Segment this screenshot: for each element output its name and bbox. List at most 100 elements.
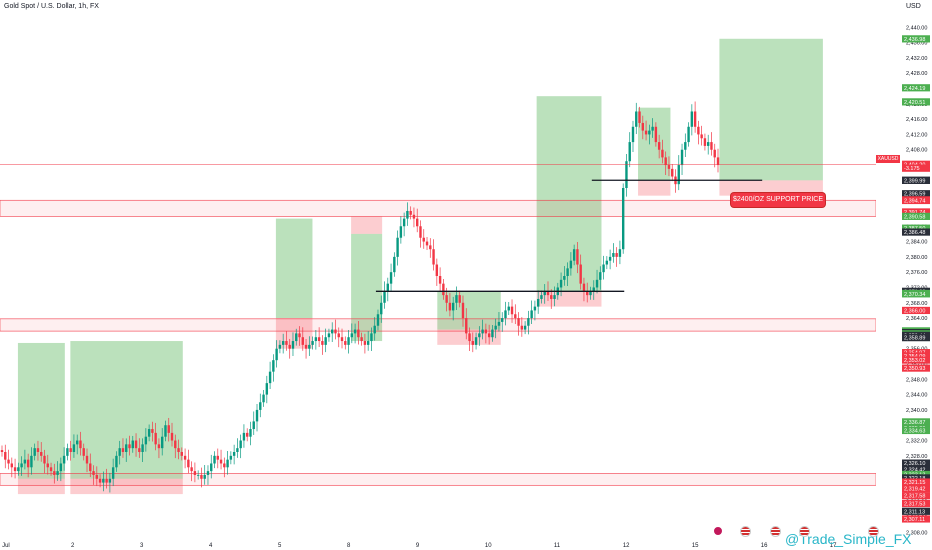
candle-body: [671, 168, 674, 177]
price-label-text: 2,370.34: [904, 292, 925, 298]
candle-body: [409, 210, 412, 215]
candle-body: [134, 440, 138, 449]
candle-body: [118, 448, 121, 456]
us-flag-icon[interactable]: [770, 526, 781, 537]
candle-body: [0, 450, 4, 452]
horizontal-band: [0, 318, 877, 332]
y-tick-label: 2,348.00: [906, 377, 927, 383]
candle-body: [26, 459, 30, 468]
candle-body: [30, 455, 33, 468]
us-flag-icon[interactable]: [868, 526, 879, 537]
price-label: 2,317.53: [902, 499, 930, 508]
candle-body: [582, 283, 586, 292]
candle-body: [713, 149, 716, 158]
price-label-bg: [902, 176, 930, 184]
us-flag-icon[interactable]: [799, 526, 810, 537]
us-flag-icon[interactable]: [740, 526, 751, 537]
candle-body: [262, 394, 265, 403]
price-label-bg: [902, 212, 930, 220]
candle-body: [344, 341, 347, 345]
price-label: 2,317.58: [902, 492, 930, 500]
candle-body: [363, 341, 367, 345]
candle-body: [23, 459, 27, 464]
candle-body: [317, 337, 321, 342]
candle-body: [229, 455, 233, 460]
candle-body: [425, 241, 429, 246]
price-label-bg: [902, 478, 930, 486]
price-label-bg: [902, 418, 930, 426]
candle-body: [550, 295, 553, 299]
price-label-bg: [902, 364, 930, 372]
candle-body: [389, 272, 393, 284]
price-label-text: 2,366.00: [904, 308, 925, 314]
price-label-text: 2,436.98: [904, 37, 925, 43]
price-label-text: 2,424.19: [904, 86, 925, 92]
candle-body: [451, 302, 455, 311]
candle-body: [357, 329, 360, 338]
candle-body: [298, 333, 301, 338]
candle-body: [497, 321, 501, 326]
target-zone: [275, 218, 313, 319]
candle-body: [102, 478, 105, 483]
candle-body: [219, 459, 223, 464]
support-annotation[interactable]: $2400/OZ SUPPORT PRICE: [731, 193, 825, 207]
candle-body: [353, 329, 357, 334]
candle-body: [138, 448, 141, 452]
price-label-bg: [902, 190, 930, 198]
event-icon-1[interactable]: [713, 526, 723, 536]
price-label-bg: [902, 492, 930, 500]
price-label: 2,334.63: [902, 426, 930, 434]
candle-body: [693, 111, 697, 127]
price-label: 2,353.02: [902, 356, 930, 364]
candle-body: [599, 272, 602, 280]
candle-body: [586, 291, 589, 296]
candle-body: [654, 126, 658, 143]
candle-body: [621, 188, 625, 250]
candle-body: [79, 440, 82, 449]
candle-body: [687, 126, 690, 143]
horizontal-band: [0, 473, 877, 486]
currency-label: USD: [906, 3, 921, 10]
candle-body: [644, 130, 648, 135]
candle-body: [608, 256, 612, 261]
price-label: 2,326.10: [902, 459, 930, 467]
candle-body: [350, 333, 354, 338]
price-label-text: 2,317.58: [904, 494, 925, 500]
price-label: 2,386.48: [902, 228, 930, 236]
candle-body: [301, 337, 304, 345]
candle-body: [259, 402, 262, 410]
price-label: 2,311.13: [902, 507, 930, 515]
price-label-bg: [902, 164, 930, 172]
candle-body: [53, 471, 56, 475]
candle-body: [514, 314, 517, 319]
candle-body: [455, 295, 458, 303]
candle-body: [501, 318, 504, 322]
candle-body: [595, 279, 599, 288]
candle-body: [295, 333, 298, 342]
price-label-text: 2,396.59: [904, 192, 925, 198]
candle-body: [605, 260, 609, 265]
stop-zone: [437, 329, 465, 345]
candle-body: [62, 455, 66, 464]
price-label-text: 2,386.48: [904, 230, 925, 236]
candle-body: [275, 348, 278, 361]
candle-body: [481, 329, 484, 334]
y-axis-panel: [876, 0, 932, 550]
price-label-bg: [902, 352, 930, 360]
candle-body: [278, 344, 282, 349]
candle-body: [422, 237, 425, 242]
candle-body: [347, 337, 350, 345]
candle-body: [98, 478, 102, 483]
candle-body: [706, 142, 710, 146]
candle-body: [664, 157, 667, 166]
stop-zone: [70, 478, 183, 495]
axis-price-labels: 2,436.982,424.192,420.512,404.20-3.1752,…: [902, 35, 930, 523]
candle-body: [177, 448, 180, 452]
price-label-text: 2,324.42: [904, 468, 925, 474]
y-tick-label: 2,440.00: [906, 25, 927, 31]
candle-body: [246, 432, 249, 437]
candle-body: [438, 276, 442, 284]
candle-body: [151, 429, 154, 433]
price-label-bg: [902, 306, 930, 315]
price-label: 2,399.99: [902, 176, 930, 184]
